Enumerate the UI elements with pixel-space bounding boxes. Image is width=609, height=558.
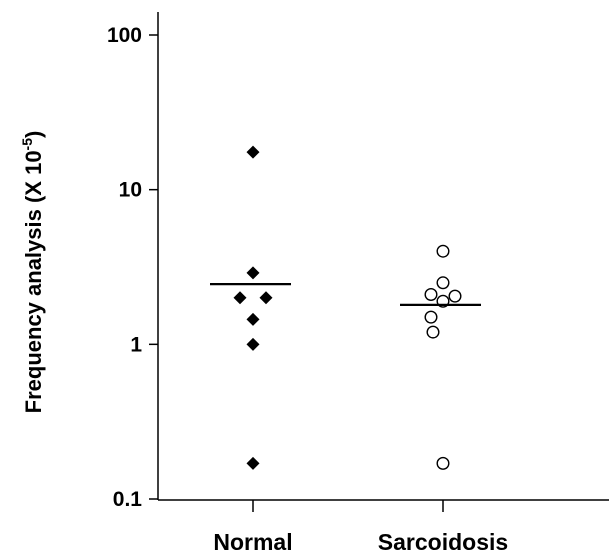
normal-data-point [246,145,260,159]
normal-data-point [259,291,273,305]
sarcoidosis-data-point [436,244,450,258]
y-axis-title: Frequency analysis (X 10-5) [19,131,46,414]
y-tick-label: 0.1 [113,488,143,511]
normal-data-point [246,312,260,326]
mean-lines [210,283,481,306]
normal-data-point [246,456,260,470]
data-points [233,145,462,470]
y-tick-group: 0.1 1 10 100 [107,24,158,511]
sarcoidosis-data-point [424,287,438,301]
y-tick-label: 10 [119,179,142,202]
sarcoidosis-data-point [426,325,440,339]
normal-data-point [233,291,247,305]
sarcoidosis-data-point [436,456,450,470]
normal-data-point [246,337,260,351]
x-tick-group: Normal Sarcoidosis [213,500,508,555]
sarcoidosis-data-point [448,289,462,303]
y-tick-label: 1 [130,333,142,356]
x-category-label: Normal [213,529,292,555]
y-axis-title-superscript: -5 [19,138,35,151]
y-axis-title-main: Frequency analysis (X 10 [21,150,46,413]
y-tick-label: 100 [107,24,142,47]
chart-axes [157,12,609,501]
normal-data-point [246,266,260,280]
sarcoidosis-data-point [424,310,438,324]
x-category-label: Sarcoidosis [378,529,508,555]
sarcoidosis-data-point [436,276,450,290]
y-axis-title-close: ) [21,131,46,138]
